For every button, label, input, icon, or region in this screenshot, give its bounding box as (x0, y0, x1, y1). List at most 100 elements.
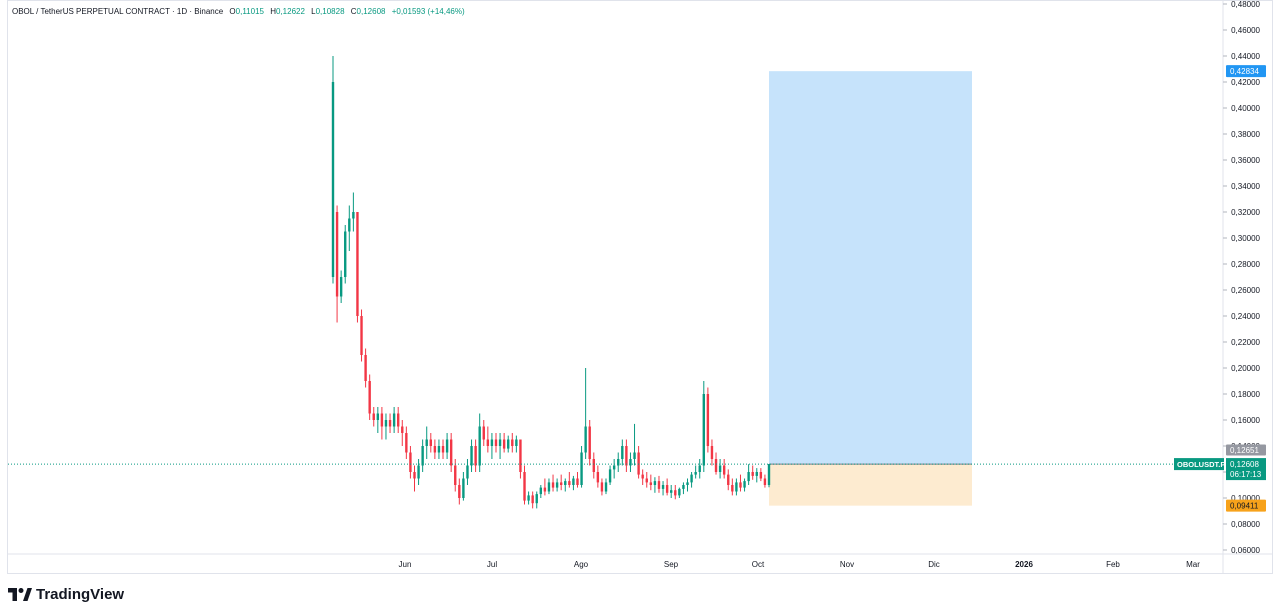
candle-body (698, 465, 701, 472)
candle (348, 205, 351, 251)
open-key: O (229, 7, 236, 16)
time-tick-label: Ago (574, 560, 589, 569)
candle-body (731, 485, 734, 492)
candle-body (580, 452, 583, 485)
candle-body (727, 474, 730, 485)
price-tick-label: 0,34000 (1231, 182, 1260, 191)
candle-body (718, 465, 722, 472)
price-tick-label: 0,40000 (1231, 104, 1260, 113)
candle (413, 465, 416, 492)
candle (384, 413, 388, 440)
candle (625, 439, 628, 472)
candle-body (441, 446, 445, 453)
time-tick-label: Nov (840, 560, 854, 569)
candle-body (568, 481, 571, 485)
candle (409, 446, 412, 479)
stop-zone (769, 464, 972, 506)
candle (425, 426, 428, 459)
candle-body (405, 433, 408, 453)
candle-body (739, 482, 742, 488)
price-axis: 0,48000 0,46000 0,44000 0,42000 0,40000 0,380… (1222, 0, 1261, 574)
candle-body (360, 316, 363, 355)
candle (331, 56, 335, 284)
candle-body (612, 465, 616, 470)
candle (600, 478, 604, 496)
price-tick-label: 0,16000 (1231, 416, 1260, 425)
candle (629, 452, 632, 472)
candle (449, 433, 453, 472)
candle (551, 474, 555, 492)
candle-body (767, 464, 771, 485)
candle-body (356, 212, 359, 316)
symbol-info[interactable]: OBOL / TetherUS PERPETUAL CONTRACT · 1D … (12, 7, 469, 16)
candle (710, 439, 714, 466)
candle-body (735, 482, 738, 492)
candle (364, 348, 367, 388)
candle-body (364, 355, 367, 381)
target-price-tag-bg (1226, 65, 1266, 78)
candles (331, 56, 771, 509)
candle-body (507, 439, 510, 449)
candle (722, 459, 726, 479)
price-tick-label: 0,08000 (1231, 520, 1260, 529)
candle (714, 452, 718, 475)
high-key: H (270, 7, 276, 16)
candle (727, 469, 730, 491)
target-price-tag: 0,42834 (1226, 65, 1266, 78)
symbol-title[interactable]: OBOL / TetherUS PERPETUAL CONTRACT · 1D … (12, 7, 224, 16)
candle-body (445, 439, 449, 453)
candle (417, 459, 420, 485)
candle (682, 482, 685, 495)
price-tick-label: 0,20000 (1231, 364, 1260, 373)
time-axis: Jun Jul Ago Sep Oct Nov Dic 2026 Feb Mar (8, 553, 1272, 569)
open-value: 0,11015 (235, 7, 264, 16)
time-tick-label: Jun (399, 560, 412, 569)
candle (767, 463, 771, 488)
candle-body (352, 212, 355, 219)
price-tick-label: 0,46000 (1231, 26, 1260, 35)
candle-body (645, 478, 648, 483)
candle-body (376, 413, 380, 420)
candle (519, 439, 522, 479)
candle (759, 468, 763, 482)
candle-body (576, 478, 579, 485)
candle (376, 407, 380, 433)
candle-body (331, 82, 335, 277)
position-tool (769, 71, 972, 506)
stop-price-tag: 0,09411 (1226, 499, 1266, 512)
tradingview-brand[interactable]: TradingView (8, 586, 124, 603)
candle (486, 426, 490, 453)
candle (380, 407, 384, 440)
candle-body (368, 381, 371, 414)
candle-body (348, 218, 351, 232)
change-value: +0,01593 (+14,46%) (391, 7, 465, 16)
candle-body (502, 439, 506, 449)
time-tick-label: Dic (928, 560, 940, 569)
candle-body (462, 478, 465, 498)
close-value: 0,12608 (356, 7, 386, 16)
candle-body (710, 446, 714, 459)
candle-body (564, 481, 567, 485)
target-zone (769, 71, 972, 465)
prev-close-tag-text: 0,12651 (1230, 446, 1259, 455)
candle-body (527, 495, 530, 501)
candle (608, 465, 612, 485)
candle-body (486, 439, 490, 446)
candle (596, 465, 600, 488)
candle (739, 474, 742, 492)
candle (523, 465, 526, 505)
candle (584, 368, 587, 459)
candle (617, 452, 620, 472)
price-tick-label: 0,10000 (1231, 494, 1260, 503)
candle (494, 433, 498, 453)
price-tick-label: 0,06000 (1231, 546, 1260, 555)
low-key: L (311, 7, 316, 16)
candle (388, 413, 392, 433)
candle-body (547, 482, 551, 492)
symbol-price-label-text: OBOLUSDT.P (1177, 460, 1225, 469)
candle (564, 478, 567, 492)
candle-body (335, 212, 339, 297)
time-tick-label: Jul (487, 560, 497, 569)
